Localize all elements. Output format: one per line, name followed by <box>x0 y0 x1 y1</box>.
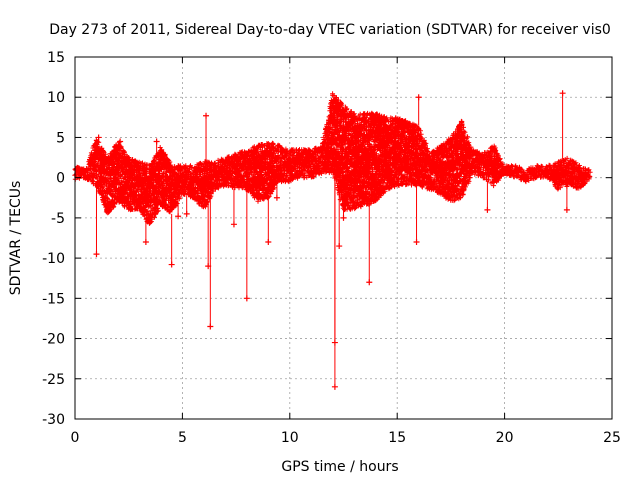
y-tick-label: -20 <box>42 332 65 348</box>
spike-point-14 <box>273 194 280 201</box>
x-tick-label: 5 <box>178 430 187 446</box>
y-tick-label: 0 <box>56 171 65 187</box>
y-tick-label: 10 <box>47 90 65 106</box>
y-tick-label: 15 <box>47 50 65 66</box>
spike-point-13 <box>265 239 272 246</box>
y-axis-ticks: -30 -25 -20 -15 -10 -5 0 5 10 15 <box>42 50 612 428</box>
spike-point-0 <box>93 251 100 258</box>
x-tick-label: 15 <box>388 430 406 446</box>
spike-point-8 <box>207 323 214 330</box>
spike-point-15 <box>331 383 338 390</box>
plot-frame <box>74 56 613 420</box>
spike-point-2 <box>117 138 124 145</box>
data-series-sdtvar <box>72 90 593 390</box>
spike-point-24 <box>563 206 570 213</box>
y-tick-label: -25 <box>42 372 65 388</box>
spike-point-5 <box>168 261 175 268</box>
spike-point-10 <box>205 263 212 270</box>
x-tick-label: 25 <box>603 430 621 446</box>
x-tick-label: 20 <box>496 430 514 446</box>
spike-point-20 <box>413 239 420 246</box>
spike-point-22 <box>484 206 491 213</box>
y-tick-label: -30 <box>42 412 65 428</box>
spike-point-1 <box>95 134 102 141</box>
y-tick-label: -10 <box>42 251 65 267</box>
spike-point-16 <box>331 339 338 346</box>
spike-point-21 <box>415 94 422 101</box>
spike-point-4 <box>153 138 160 145</box>
spike-point-23 <box>559 90 566 97</box>
x-axis-ticks: 0 5 10 15 20 25 <box>71 57 621 446</box>
spike-point-12 <box>243 295 250 302</box>
y-axis-label: SDTVAR / TECUs <box>8 181 24 296</box>
y-tick-label: 5 <box>56 130 65 146</box>
spike-point-9 <box>203 112 210 119</box>
x-axis-label: GPS time / hours <box>281 459 398 475</box>
spike-point-3 <box>142 239 149 246</box>
spike-point-11 <box>230 221 237 228</box>
spike-point-6 <box>175 213 182 220</box>
spike-point-19 <box>366 279 373 286</box>
spike-point-18 <box>340 214 347 221</box>
spike-point-17 <box>336 243 343 250</box>
spike-point-7 <box>183 210 190 217</box>
y-tick-label: -15 <box>42 291 65 307</box>
y-tick-label: -5 <box>51 211 65 227</box>
x-tick-label: 0 <box>71 430 80 446</box>
x-tick-label: 10 <box>281 430 299 446</box>
chart-title: Day 273 of 2011, Sidereal Day-to-day VTE… <box>49 22 611 38</box>
